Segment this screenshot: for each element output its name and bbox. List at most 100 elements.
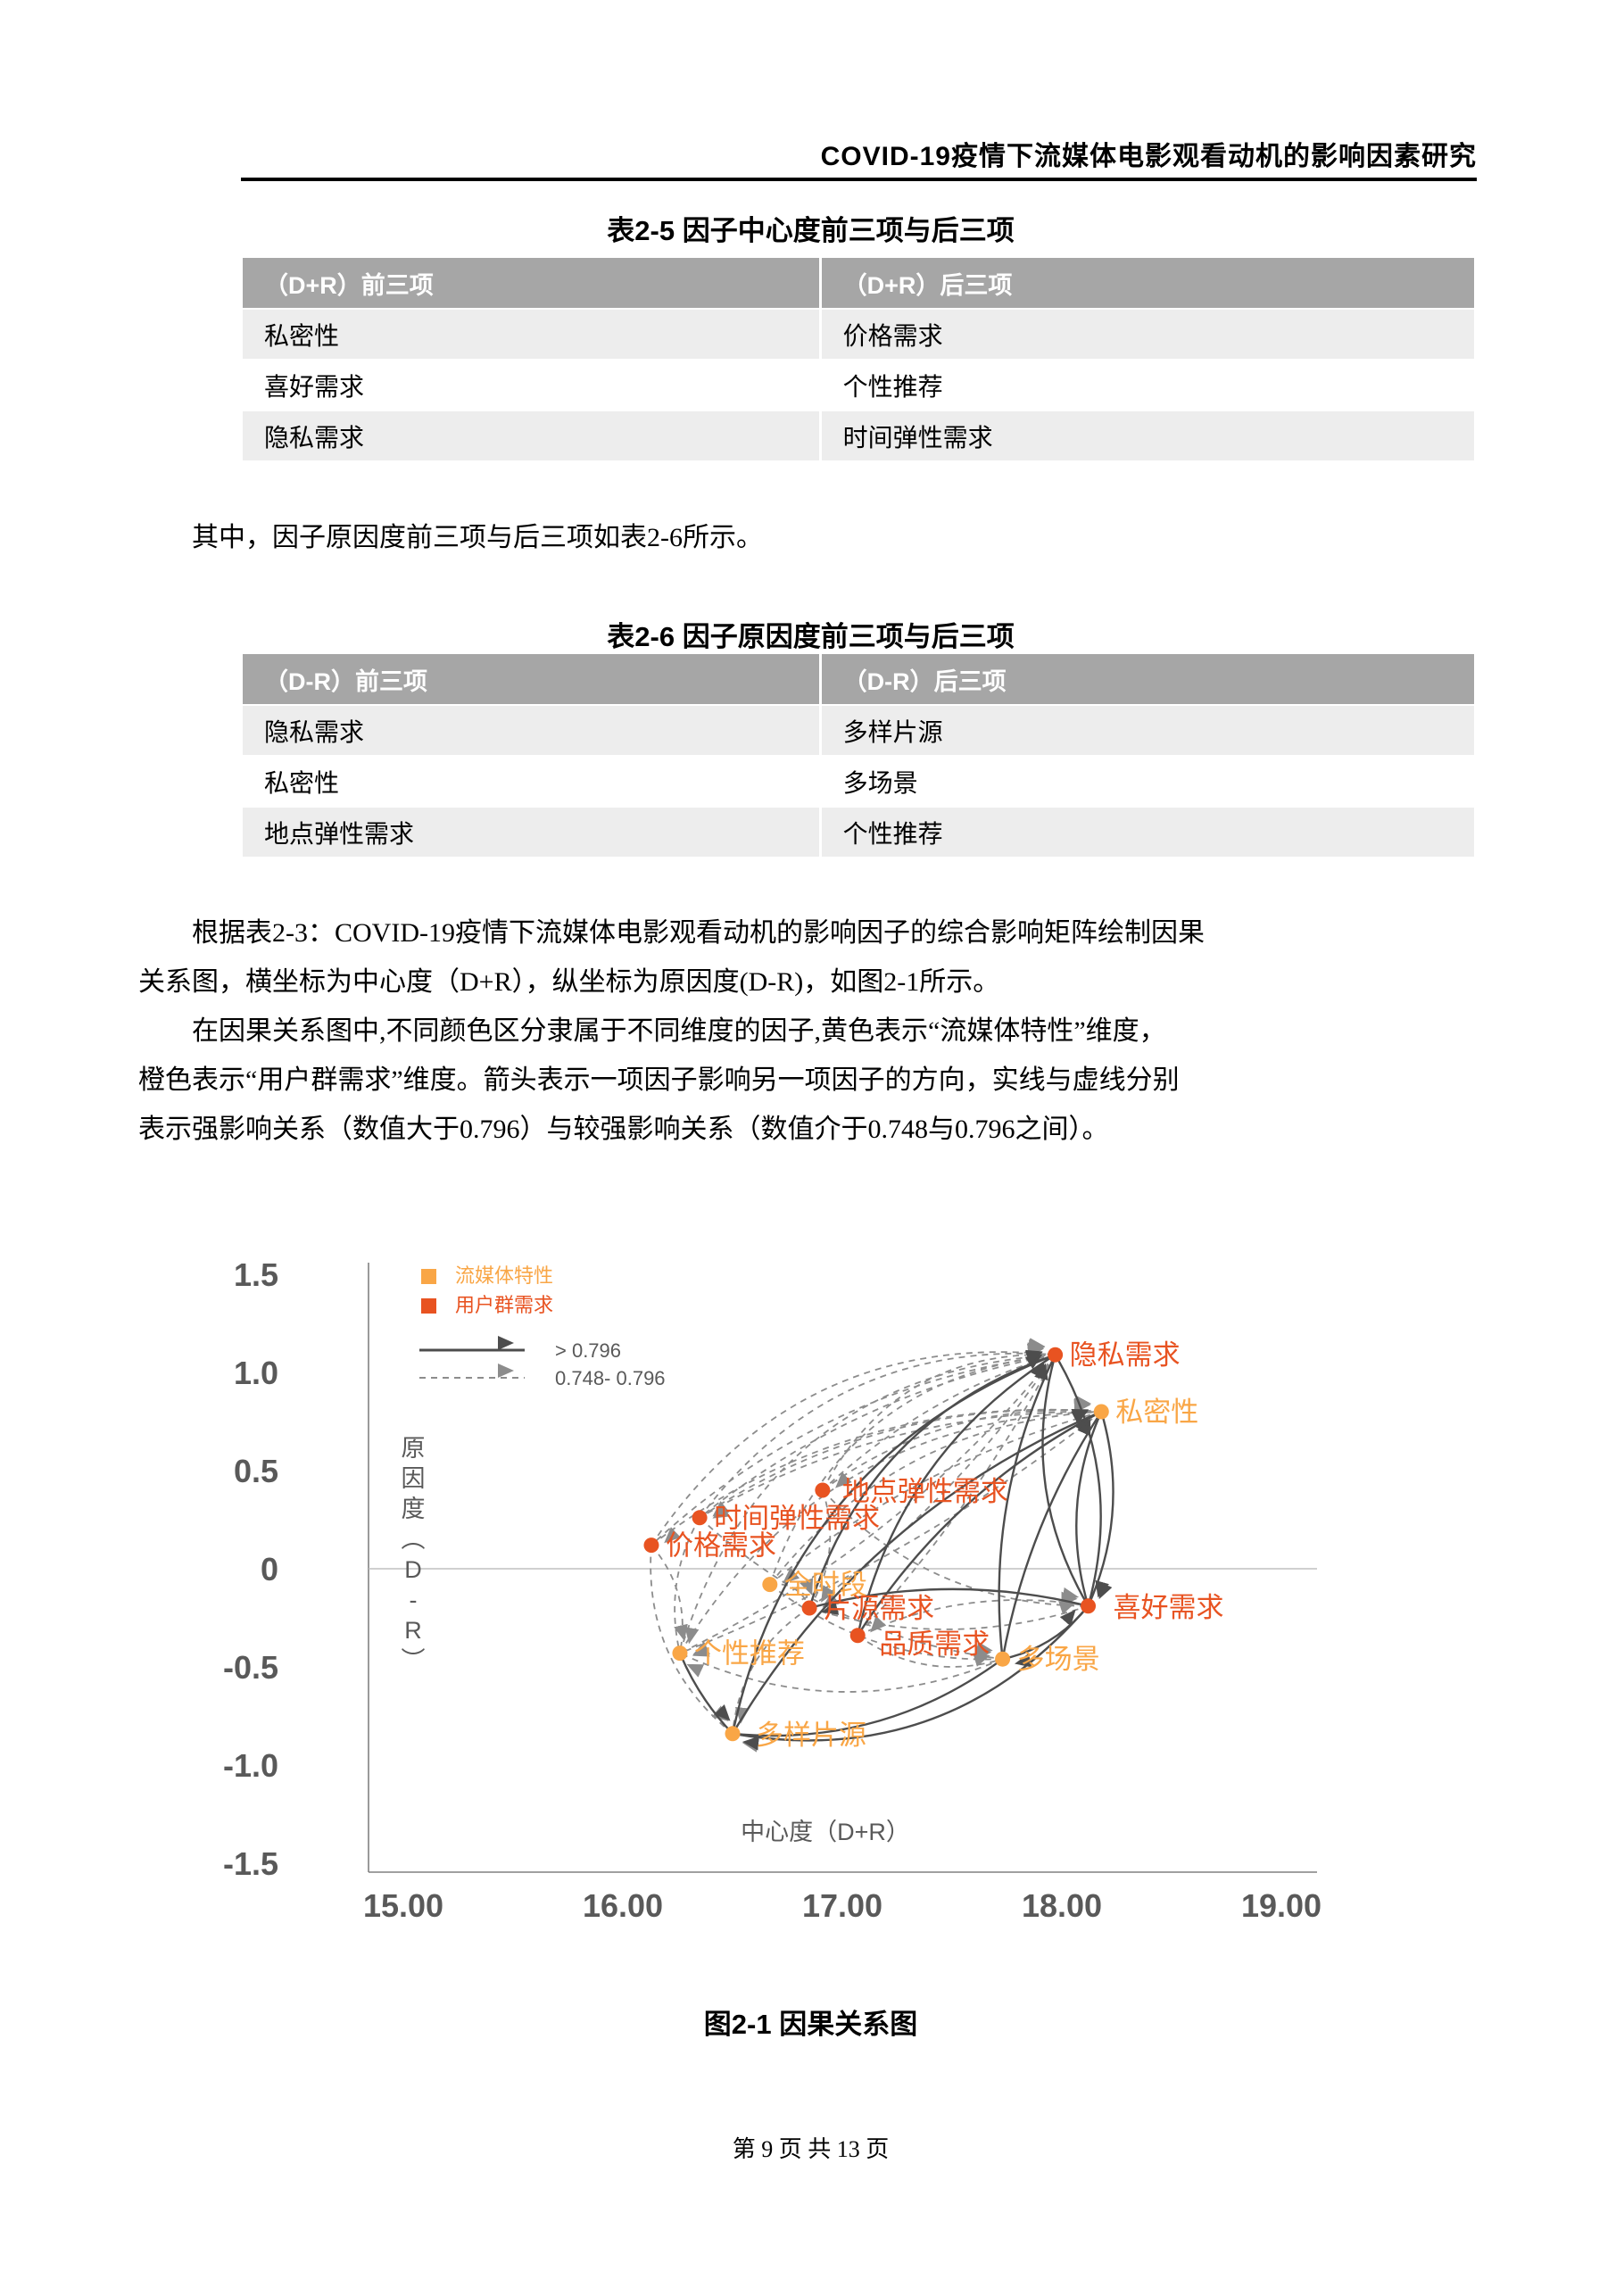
influence-arrow <box>857 1410 1102 1637</box>
table-2-5-header-cell: （D+R）前三项 <box>243 258 822 310</box>
factor-point <box>762 1577 778 1593</box>
influence-arrow <box>679 1397 1102 1654</box>
x-tick-label: 18.00 <box>1022 1887 1102 1924</box>
table-2-6-cell: 个性推荐 <box>821 808 1474 858</box>
influence-arrow <box>857 1587 1089 1637</box>
factor-label: 全时段 <box>784 1570 867 1601</box>
table-2-5-title: 表2-5 因子中心度前三项与后三项 <box>607 215 1015 246</box>
influence-arrow <box>699 1339 1056 1519</box>
influence-arrow <box>678 1653 733 1735</box>
table-2-5-row: 喜好需求 个性推荐 <box>243 361 1474 411</box>
influence-arrow <box>679 1652 1003 1693</box>
x-tick-label: 17.00 <box>802 1887 882 1924</box>
influence-arrow <box>699 1395 1102 1519</box>
influence-arrow <box>699 1517 1003 1661</box>
factor-point <box>1081 1598 1097 1614</box>
factor-point <box>643 1538 659 1554</box>
table-2-5-row: 私密性 价格需求 <box>243 310 1474 361</box>
factor-point <box>1048 1347 1064 1363</box>
page-header-title: COVID-19疫情下流媒体电影观看动机的影响因素研究 <box>820 142 1477 171</box>
table-2-6: （D-R）前三项 （D-R）后三项 隐私需求 多样片源 私密性 多场景 地点弹性需求 个性推荐 <box>243 654 1474 858</box>
causal-relationship-chart: 1.5 1.0 0.5 0 -0.5 -1.0 -1.5 15.00 16.00 17.00 18.… <box>223 1256 1322 1924</box>
factor-point <box>1093 1404 1109 1420</box>
influence-arrow <box>674 1517 700 1654</box>
factor-label: 多样片源 <box>756 1720 866 1751</box>
influence-arrow <box>1034 1354 1090 1607</box>
table-2-5-header-cell: （D+R）后三项 <box>821 258 1474 310</box>
influence-arrow <box>808 1349 1056 1609</box>
x-tick-label: 19.00 <box>1241 1887 1322 1924</box>
influence-arrow <box>822 1489 1089 1607</box>
legend-swatch <box>421 1269 436 1284</box>
table-2-6-cell: 多样片源 <box>821 706 1474 757</box>
body-line: 橙色表示“用户群需求”维度。箭头表示一项因子影响另一项因子的方向，实线与虚线分别 <box>138 1065 1180 1095</box>
header-rule <box>241 178 1477 181</box>
influence-arrow <box>731 1351 1056 1735</box>
legend-label: 用户群需求 <box>455 1294 553 1316</box>
table-2-5-cell: 个性推荐 <box>821 361 1474 411</box>
influence-arrow <box>732 1658 1004 1751</box>
influence-arrow <box>857 1635 1003 1668</box>
table-2-5-cell: 价格需求 <box>821 310 1474 361</box>
y-tick-label: -0.5 <box>223 1649 278 1686</box>
y-tick-label: 0 <box>261 1551 278 1587</box>
x-tick-label: 15.00 <box>363 1887 443 1924</box>
factor-point <box>995 1651 1011 1667</box>
influence-arrow <box>679 1411 1102 1657</box>
y-tick-label: -1.0 <box>223 1747 278 1784</box>
factor-label: 多场景 <box>1017 1644 1100 1675</box>
table-2-6-header-row: （D-R）前三项 （D-R）后三项 <box>243 654 1474 706</box>
influence-arrow <box>650 1545 700 1654</box>
table-2-5: （D+R）前三项 （D+R）后三项 私密性 价格需求 喜好需求 个性推荐 隐私需求 时间弹性需… <box>243 258 1474 462</box>
influence-arrow <box>768 1343 1056 1585</box>
intro-paragraph: 其中，因子原因度前三项与后三项如表2-6所示。 <box>192 523 763 552</box>
table-2-5-cell: 喜好需求 <box>243 361 822 411</box>
table-2-6-cell: 地点弹性需求 <box>243 808 822 858</box>
influence-arrow <box>822 1395 1102 1491</box>
influence-arrow <box>808 1489 836 1609</box>
factor-point <box>725 1726 741 1742</box>
influence-arrow <box>1001 1411 1103 1660</box>
table-2-6-title: 表2-6 因子原因度前三项与后三项 <box>607 621 1015 652</box>
factor-point <box>849 1628 866 1644</box>
body-line: 关系图，横坐标为中心度（D+R），纵坐标为原因度(D-R)，如图2-1所示。 <box>138 967 1000 997</box>
influence-arrow <box>699 1354 1056 1519</box>
x-tick-label: 16.00 <box>583 1887 663 1924</box>
factor-point <box>815 1482 831 1498</box>
body-line: 在因果关系图中,不同颜色区分隶属于不同维度的因子,黄色表示“流媒体特性”维度， <box>192 1016 1166 1046</box>
influence-arrow <box>699 1411 1102 1519</box>
legend-arrow-label: 0.748- 0.796 <box>555 1367 666 1389</box>
factor-label: 品质需求 <box>879 1629 990 1660</box>
influence-arrow <box>808 1587 1089 1615</box>
figure-2-1-caption: 图2-1 因果关系图 <box>703 2009 918 2040</box>
factor-label: 隐私需求 <box>1070 1339 1181 1371</box>
table-2-6-cell: 多场景 <box>821 757 1474 808</box>
table-2-6-row: 地点弹性需求 个性推荐 <box>243 808 1474 858</box>
influence-arrow <box>650 1338 1056 1546</box>
influence-arrow <box>808 1354 1056 1609</box>
influence-arrow <box>998 1354 1056 1660</box>
influence-arrow <box>679 1342 1056 1654</box>
influence-arrow <box>808 1600 1089 1630</box>
factor-point <box>692 1510 708 1526</box>
table-2-6-row: 私密性 多场景 <box>243 757 1474 808</box>
factor-label: 个性推荐 <box>694 1638 805 1670</box>
page-number-footer: 第 9 页 共 13 页 <box>732 2136 890 2162</box>
table-2-6-row: 隐私需求 多样片源 <box>243 706 1474 757</box>
influence-arrow <box>732 1607 810 1734</box>
factor-label: 地点弹性需求 <box>842 1476 1008 1507</box>
influence-arrow <box>1054 1354 1109 1607</box>
table-2-5-cell: 时间弹性需求 <box>821 411 1474 462</box>
factor-label: 片源需求 <box>824 1593 934 1624</box>
influence-arrow <box>732 1605 1090 1742</box>
factor-point <box>672 1645 688 1662</box>
y-tick-label: 1.0 <box>234 1355 278 1391</box>
body-line: 根据表2-3：COVID-19疫情下流媒体电影观看动机的影响因子的综合影响矩阵绘… <box>192 918 1205 948</box>
influence-arrow <box>857 1354 1056 1637</box>
influence-arrow <box>1002 1605 1090 1668</box>
table-2-5-header-row: （D+R）前三项 （D+R）后三项 <box>243 258 1474 310</box>
x-axis-title: 中心度（D+R） <box>741 1819 910 1845</box>
table-2-6-cell: 隐私需求 <box>243 706 822 757</box>
y-axis-title: 原因度︵ D -R ︶ <box>402 1435 426 1674</box>
